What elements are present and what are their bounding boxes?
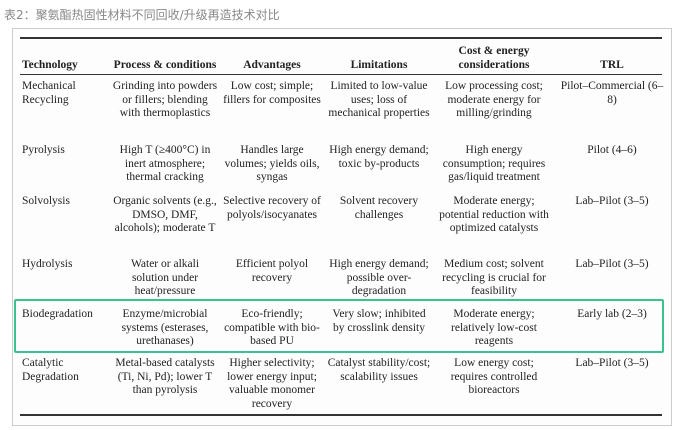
table-cell: Lab–Pilot (3–5)	[575, 357, 649, 369]
table-cell: Low energy cost; requires controlled bio…	[450, 357, 538, 396]
table-cell: Biodegradation	[22, 308, 93, 320]
table-cell: Lab–Pilot (3–5)	[575, 195, 649, 207]
bottom-rule	[20, 414, 662, 416]
table-cell: Very slow; inhibited by crosslink densit…	[332, 308, 426, 334]
table-cell: Moderate energy; relatively low-cost rea…	[451, 308, 537, 347]
caption: 表2：聚氨酯热固性材料不同回收/升级再造技术对比	[4, 8, 280, 22]
header-cell: Process & conditions	[113, 58, 217, 71]
table-cell: Organic solvents (e.g., DMSO, DMF, alcoh…	[113, 195, 217, 234]
table-cell: Efficient polyol recovery	[235, 258, 309, 284]
table-cell: High energy consumption; requires gas/li…	[442, 144, 546, 183]
table-cell: Metal-based catalysts (Ti, Ni, Pd); lowe…	[115, 357, 215, 396]
table-cell: Low cost; simple; fillers for composites	[223, 80, 321, 106]
header-cell: Advantages	[243, 58, 301, 71]
table-cell: Hydrolysis	[22, 258, 73, 270]
table-cell: Medium cost; solvent recycling is crucia…	[442, 258, 546, 297]
header-cell: Limitations	[350, 58, 408, 71]
table-cell: Selective recovery of polyols/isocyanate…	[223, 195, 321, 221]
highlight-box	[14, 299, 664, 353]
table-cell: Pilot–Commercial (6–8)	[560, 80, 664, 106]
table-cell: Water or alkali solution under heat/pres…	[130, 258, 200, 297]
table-cell: Lab–Pilot (3–5)	[575, 258, 649, 270]
table-cell: Catalyst stability/cost; scalability iss…	[327, 357, 431, 383]
table-cell: High energy demand; possible over-degrad…	[329, 258, 429, 297]
table-cell: Enzyme/microbial systems (esterases, ure…	[121, 308, 209, 347]
header-cell: Cost & energy considerations	[458, 45, 530, 71]
table-cell: Solvent recovery challenges	[339, 195, 419, 221]
table-cell: Pyrolysis	[22, 144, 65, 156]
table-cell: Early lab (2–3)	[577, 308, 647, 320]
table-cell: Moderate energy; potential reduction wit…	[439, 195, 549, 234]
table-cell: Higher selectivity; lower energy input; …	[227, 357, 317, 410]
table-cell: Handles large volumes; yields oils, syng…	[224, 144, 320, 183]
header-cell: TRL	[600, 58, 624, 71]
table-cell: Limited to low-value uses; loss of mecha…	[328, 80, 430, 119]
table-cell: High energy demand; toxic by-products	[329, 144, 429, 170]
header-cell: Technology	[22, 58, 78, 71]
table-cell: Mechanical Recycling	[22, 80, 76, 106]
table-cell: Solvolysis	[22, 195, 70, 207]
table-cell: Eco-friendly; compatible with bio-based …	[224, 308, 320, 347]
header-rule	[20, 74, 662, 75]
table-frame	[12, 28, 672, 426]
table-cell: Grinding into powders or fillers; blendi…	[112, 80, 218, 119]
table-cell: Low processing cost; moderate energy for…	[445, 80, 543, 119]
table-cell: Catalytic Degradation	[22, 357, 79, 383]
table-cell: High T (≥400°C) in inert atmosphere; the…	[119, 144, 211, 183]
table-cell: Pilot (4–6)	[587, 144, 637, 156]
top-rule	[20, 37, 662, 39]
